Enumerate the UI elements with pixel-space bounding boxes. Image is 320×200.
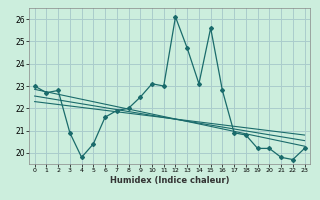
- X-axis label: Humidex (Indice chaleur): Humidex (Indice chaleur): [110, 176, 229, 185]
